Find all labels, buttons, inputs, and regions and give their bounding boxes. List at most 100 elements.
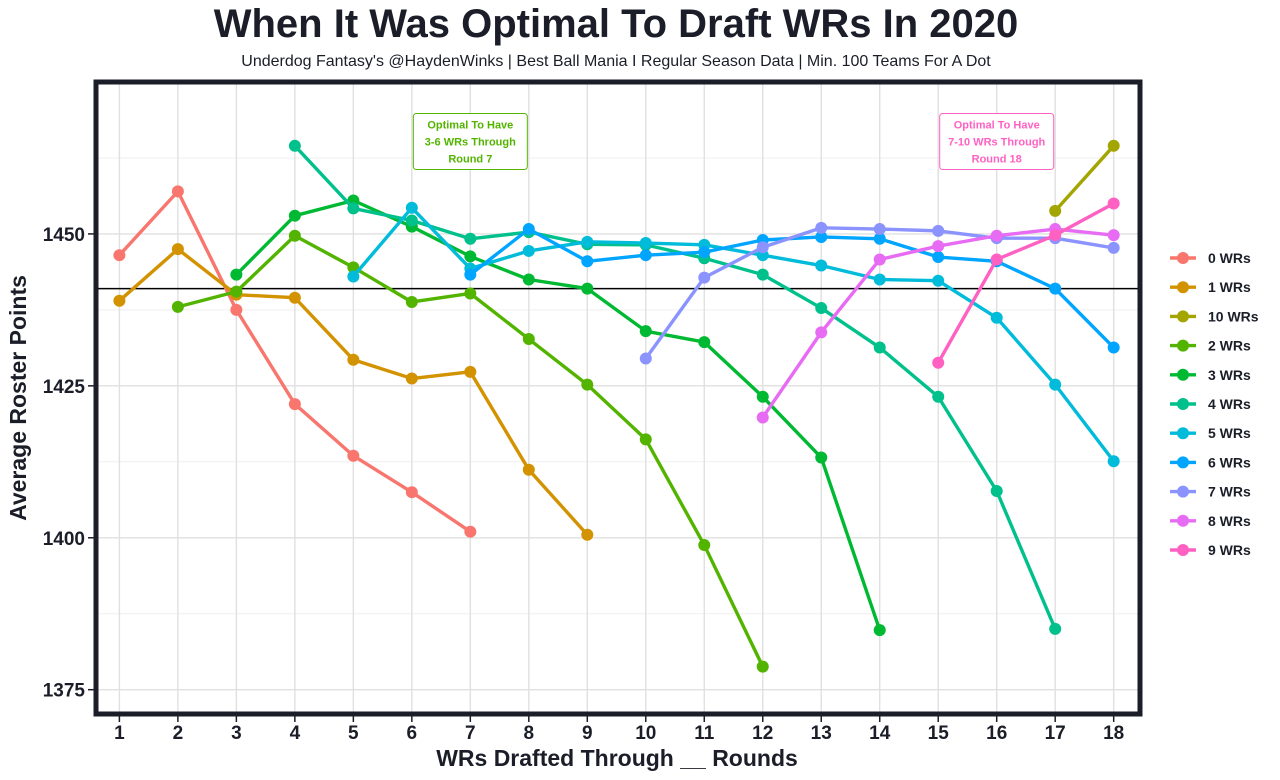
x-tick-label: 6	[407, 723, 418, 744]
x-tick-label: 4	[290, 723, 301, 744]
data-point	[522, 463, 535, 476]
data-point	[464, 232, 477, 245]
data-point	[405, 486, 418, 499]
data-point	[522, 273, 535, 286]
data-point	[873, 223, 886, 236]
data-point	[1049, 229, 1062, 242]
data-point	[288, 209, 301, 222]
data-point	[464, 365, 477, 378]
data-point	[581, 282, 594, 295]
data-point	[581, 235, 594, 248]
legend-label: 7 WRs	[1208, 484, 1251, 500]
legend-label: 3 WRs	[1208, 367, 1251, 383]
data-point	[756, 660, 769, 673]
data-point	[815, 326, 828, 339]
annotation-text: 7-10 WRs Through	[948, 137, 1045, 149]
data-point	[347, 353, 360, 366]
x-tick-label: 1	[114, 723, 125, 744]
data-point	[756, 241, 769, 254]
legend-label: 6 WRs	[1208, 454, 1251, 470]
data-point	[698, 246, 711, 259]
data-point	[1049, 204, 1062, 217]
data-point	[932, 356, 945, 369]
x-tick-label: 17	[1045, 723, 1066, 744]
annotation-box	[412, 113, 528, 171]
legend-label: 9 WRs	[1208, 542, 1251, 558]
data-point	[171, 243, 184, 256]
x-tick-label: 10	[635, 723, 656, 744]
x-tick-label: 2	[173, 723, 184, 744]
data-point	[990, 311, 1003, 324]
annotation-text: Round 18	[972, 154, 1022, 166]
annotation: Optimal To Have 7-10 WRs Through Round 18	[939, 113, 1055, 171]
legend-item: 2 WRs	[1170, 338, 1251, 354]
legend-item: 3 WRs	[1170, 367, 1251, 383]
y-tick-label: 1425	[43, 377, 86, 398]
data-point	[990, 229, 1003, 242]
series-8-wrs	[756, 223, 1120, 424]
data-point	[698, 539, 711, 552]
data-point	[1107, 341, 1120, 354]
data-point	[756, 390, 769, 403]
y-axis-title: Average Roster Points	[5, 275, 31, 521]
legend-key-dot	[1177, 339, 1189, 352]
data-point	[639, 352, 652, 365]
data-point	[347, 202, 360, 215]
data-point	[873, 273, 886, 286]
data-point	[464, 287, 477, 300]
legend-item: 0 WRs	[1170, 250, 1251, 266]
series-4-wrs	[288, 139, 1062, 635]
x-tick-label: 3	[231, 723, 242, 744]
data-point	[288, 398, 301, 411]
data-point	[1107, 455, 1120, 468]
data-point	[1107, 241, 1120, 254]
x-tick-label: 5	[348, 723, 359, 744]
series-group	[113, 139, 1120, 673]
data-point	[581, 378, 594, 391]
legend-key-dot	[1177, 252, 1189, 264]
data-point	[405, 214, 418, 227]
data-point	[932, 274, 945, 287]
annotation-box	[939, 113, 1055, 171]
series-line	[936, 202, 1115, 364]
data-point	[932, 240, 945, 253]
x-tick-label: 18	[1103, 723, 1124, 744]
data-point	[288, 139, 301, 152]
series-2-wrs	[171, 229, 769, 673]
data-point	[815, 259, 828, 272]
data-point	[522, 333, 535, 346]
data-point	[230, 268, 243, 281]
data-point	[1107, 197, 1120, 210]
data-point	[113, 294, 126, 307]
legend-key-dot	[1177, 456, 1189, 469]
legend-label: 8 WRs	[1208, 513, 1251, 529]
y-tick-label: 1400	[43, 529, 85, 550]
x-tick-label: 8	[524, 723, 535, 744]
legend-key-dot	[1177, 485, 1189, 498]
data-point	[815, 302, 828, 315]
series-line	[235, 198, 882, 631]
data-point	[932, 224, 945, 237]
data-point	[756, 411, 769, 424]
legend-item: 6 WRs	[1170, 454, 1251, 470]
series-10-wrs	[1049, 139, 1120, 217]
data-point	[522, 223, 535, 236]
x-axis-title: WRs Drafted Through __ Rounds	[436, 745, 798, 771]
legend-key-dot	[1177, 368, 1189, 381]
data-point	[756, 268, 769, 281]
data-point	[1049, 378, 1062, 391]
data-point	[639, 237, 652, 250]
legend-item: 10 WRs	[1170, 308, 1259, 324]
series-6-wrs	[464, 223, 1120, 354]
legend-item: 5 WRs	[1170, 425, 1251, 441]
data-point	[581, 528, 594, 541]
data-point	[230, 285, 243, 298]
data-point	[1107, 229, 1120, 242]
chart-subtitle: Underdog Fantasy's @HaydenWinks | Best B…	[241, 53, 991, 70]
series-5-wrs	[347, 201, 1120, 468]
data-point	[639, 433, 652, 446]
legend: 0 WRs 1 WRs 10 WRs 2 WRs 3 WRs 4 WRs 5 WRs 6 WR…	[1170, 250, 1259, 558]
data-point	[464, 250, 477, 263]
